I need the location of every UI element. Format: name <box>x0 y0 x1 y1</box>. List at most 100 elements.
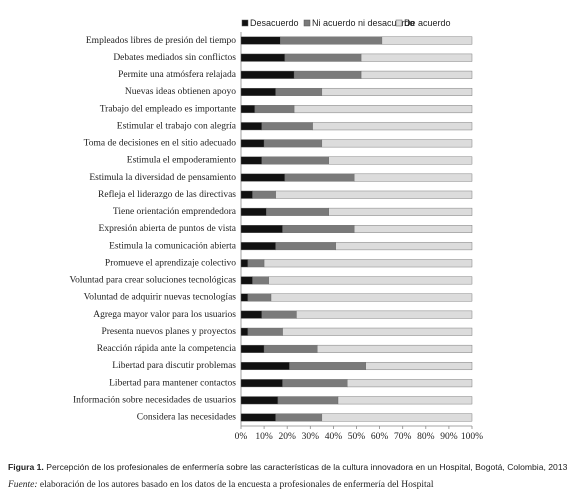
bar-segment <box>263 344 318 353</box>
source-text: elaboración de los autores basado en los… <box>38 479 434 490</box>
y-tick-label: Información sobre necesidades de usuario… <box>73 394 236 405</box>
legend-swatch <box>303 19 311 27</box>
bar-segment <box>289 362 366 371</box>
y-tick-label: Libertad para discutir problemas <box>112 361 236 371</box>
bar-segment <box>293 70 362 79</box>
bar-segment <box>247 327 283 336</box>
bar-segment <box>275 413 323 422</box>
y-tick-label: Permite una atmósfera relajada <box>118 69 237 80</box>
bar-segment <box>275 242 336 251</box>
y-tick-label: Promueve el aprendizaje colectivo <box>105 258 236 268</box>
bar-segment <box>321 139 473 148</box>
bar-segment <box>240 379 283 388</box>
legend-swatch <box>395 19 403 27</box>
bar-segment <box>360 70 473 79</box>
caption-label: Figura 1. <box>8 462 44 472</box>
legend-label: Desacuerdo <box>250 18 299 28</box>
bar-segment <box>240 36 281 45</box>
y-tick-label: Empleados libres de presión del tiempo <box>86 36 236 46</box>
bar-segment <box>240 173 286 182</box>
y-tick-label: Estimula el empoderamiento <box>127 156 236 166</box>
figure-caption: Figura 1. Percepción de los profesionale… <box>8 462 568 472</box>
bar-segment <box>284 173 355 182</box>
bar-segment <box>261 310 297 319</box>
bar-segment <box>252 276 269 285</box>
x-tick-label: 70% <box>394 432 412 442</box>
y-tick-label: Estimula la diversidad de pensamiento <box>89 173 236 183</box>
bar-segment <box>263 139 323 148</box>
bar-segment <box>252 190 276 199</box>
figure-source: Fuente: elaboración de los autores basad… <box>7 479 434 490</box>
bar-segment <box>282 327 473 336</box>
bar-segment <box>328 207 473 216</box>
y-tick-label: Voluntad de adquirir nuevas tecnologías <box>84 293 237 303</box>
bar-segment <box>240 70 295 79</box>
source-label: Fuente: <box>7 480 38 490</box>
bar-segment <box>365 362 473 371</box>
bar-segment <box>240 259 249 268</box>
x-tick-label: 20% <box>278 432 296 442</box>
bar-segment <box>247 293 272 302</box>
caption-text: Percepción de los profesionales de enfer… <box>44 462 568 472</box>
bar-segment <box>353 173 473 182</box>
bar-segment <box>240 276 253 285</box>
bar-segment <box>282 379 348 388</box>
bar-segment <box>353 225 473 233</box>
bar-segment <box>312 122 473 131</box>
bar-segment <box>282 225 355 233</box>
bar-segment <box>317 344 473 353</box>
bar-segment <box>277 396 339 405</box>
y-tick-label: Voluntad para crear soluciones tecnológi… <box>69 276 236 286</box>
bar-segment <box>261 122 313 131</box>
legend-label: De acuerdo <box>404 18 451 28</box>
bar-segment <box>240 362 290 371</box>
x-tick-label: 90% <box>440 432 458 442</box>
y-tick-label: Trabajo del empleado es importante <box>100 104 236 114</box>
x-tick-label: 0% <box>235 432 248 442</box>
bar-segment <box>240 53 286 62</box>
bar-segment <box>280 36 383 45</box>
bar-segment <box>261 156 329 165</box>
bar-segment <box>240 207 267 216</box>
y-tick-label: Estimula la comunicación abierta <box>109 241 237 251</box>
bar-segment <box>270 293 473 302</box>
bar-segment <box>381 36 473 45</box>
bar-segment <box>328 156 473 165</box>
bar-segment <box>240 105 256 114</box>
bar-segment <box>275 190 473 199</box>
bar-segment <box>240 413 276 422</box>
y-tick-label: Nuevas ideas obtienen apoyo <box>125 87 236 97</box>
y-tick-label: Agrega mayor valor para los usuarios <box>93 310 236 320</box>
y-tick-label: Estimular el trabajo con alegría <box>117 121 237 131</box>
bar-segment <box>240 87 276 96</box>
y-tick-label: Libertad para mantener contactos <box>109 378 236 388</box>
bar-segment <box>240 327 249 336</box>
x-tick-label: 30% <box>302 432 320 442</box>
y-tick-label: Reacción rápida ante la competencia <box>97 344 237 354</box>
x-tick-label: 50% <box>348 432 366 442</box>
y-tick-label: Presenta nuevos planes y proyectos <box>101 327 236 337</box>
bar-segment <box>240 310 262 319</box>
bar-segment <box>240 242 276 251</box>
bar-segment <box>240 190 253 199</box>
bar-segment <box>275 87 323 96</box>
y-tick-label: Refleja el liderazgo de las directivas <box>98 189 236 200</box>
y-tick-label: Toma de decisiones en el sitio adecuado <box>84 139 237 149</box>
legend-label: Ni acuerdo ni desacuerdo <box>312 18 415 28</box>
x-tick-label: 40% <box>325 432 343 442</box>
bar-segment <box>263 259 473 268</box>
bar-segment <box>284 53 362 62</box>
bar-segment <box>247 259 265 268</box>
bar-segment <box>240 293 249 302</box>
bar-segment <box>240 156 262 165</box>
bar-segment <box>254 105 295 114</box>
bar-segment <box>337 396 473 405</box>
bar-segment <box>321 413 473 422</box>
bar-segment <box>240 344 265 353</box>
x-tick-label: 10% <box>255 432 273 442</box>
y-tick-label: Tiene orientación emprendedora <box>113 207 237 217</box>
bar-segment <box>240 122 262 131</box>
x-tick-label: 60% <box>371 432 389 442</box>
bar-segment <box>296 310 473 319</box>
